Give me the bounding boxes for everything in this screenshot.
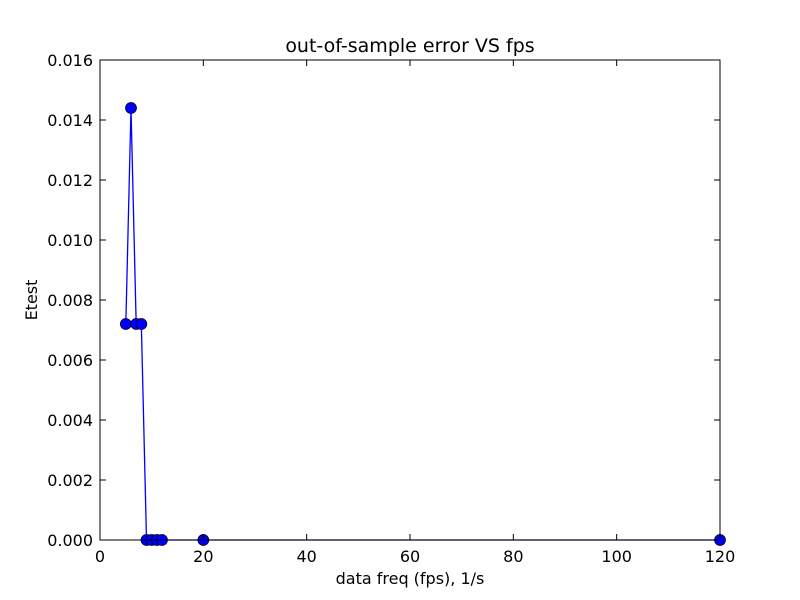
y-tick-label: 0.010 bbox=[47, 231, 93, 250]
y-axis: 0.000 0.002 0.004 0.006 0.008 0.010 0.012 0.014… bbox=[47, 51, 720, 550]
y-tick-label: 0.002 bbox=[47, 471, 93, 490]
x-tick-label: 60 bbox=[400, 547, 420, 566]
plot-background bbox=[100, 60, 720, 540]
x-tick-label: 80 bbox=[503, 547, 523, 566]
x-tick-label: 120 bbox=[705, 547, 736, 566]
data-point bbox=[119, 318, 132, 330]
x-tick-label: 100 bbox=[601, 547, 632, 566]
y-tick-label: 0.014 bbox=[47, 111, 93, 130]
y-tick-label: 0.004 bbox=[47, 411, 93, 430]
x-axis: 0 20 40 60 80 100 120 bbox=[95, 60, 735, 566]
y-tick-label: 0.012 bbox=[47, 171, 93, 190]
y-tick-label: 0.006 bbox=[47, 351, 93, 370]
x-tick-label: 20 bbox=[193, 547, 213, 566]
plot-area bbox=[100, 60, 720, 540]
y-tick-label: 0.016 bbox=[47, 51, 93, 70]
y-tick-label: 0.008 bbox=[47, 291, 93, 310]
y-axis-title: Etest bbox=[22, 280, 41, 321]
y-tick-label: 0.000 bbox=[47, 531, 93, 550]
chart-title: out-of-sample error VS fps bbox=[285, 35, 534, 57]
data-point bbox=[125, 102, 137, 114]
data-point bbox=[135, 318, 148, 330]
x-tick-label: 0 bbox=[95, 547, 105, 566]
x-axis-title: data freq (fps), 1/s bbox=[336, 569, 485, 588]
x-tick-label: 40 bbox=[296, 547, 316, 566]
